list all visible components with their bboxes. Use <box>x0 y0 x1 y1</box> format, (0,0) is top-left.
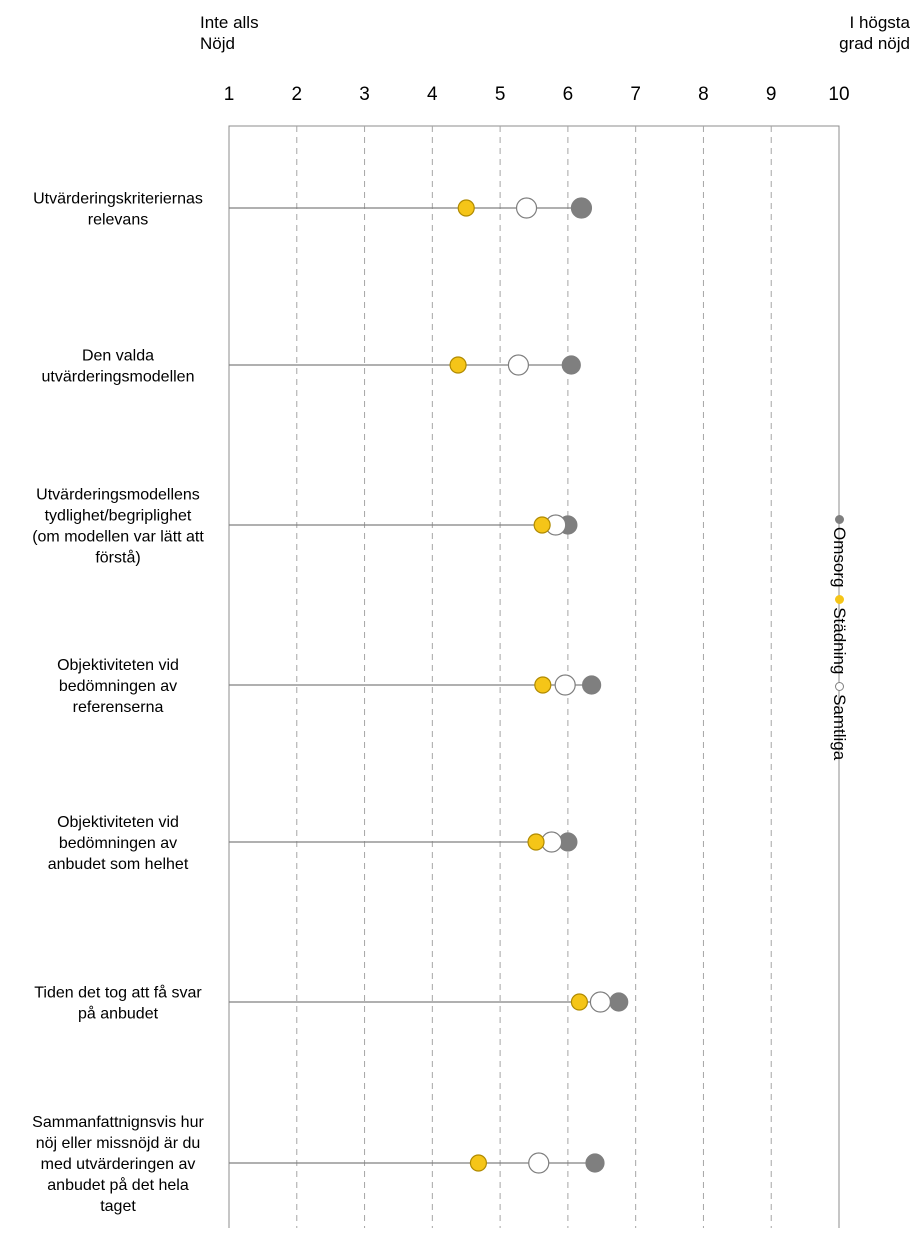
dot-samtliga-row-7 <box>528 1152 550 1174</box>
dot-samtliga-row-2 <box>507 354 530 376</box>
category-label-7: Sammanfattnignsvis hur nöj eller missnöjd… <box>32 1114 204 1215</box>
dot-samtliga-row-6 <box>589 991 612 1013</box>
x-tick-label-2: 2 <box>291 84 302 105</box>
dot-stadning-row-2 <box>449 356 467 374</box>
dot-stadning-row-1 <box>457 199 475 217</box>
x-tick-label-6: 6 <box>563 84 574 105</box>
scale-high-line2: grad nöjd <box>839 34 910 53</box>
scale-high-line1: I högsta <box>849 13 911 32</box>
category-label-6: Tiden det tog att få svar på anbudet <box>34 984 202 1023</box>
category-label-4: Objektiviteten vid bedömningen av referens… <box>57 657 179 716</box>
plot-frame <box>228 125 840 1228</box>
scale-low-label: Inte alls Nöjd <box>200 12 259 54</box>
x-tick-label-10: 10 <box>828 84 849 105</box>
x-tick-label-1: 1 <box>224 84 235 105</box>
dot-omsorg-row-4 <box>582 675 602 695</box>
x-tick-label-9: 9 <box>766 84 777 105</box>
dot-omsorg-row-2 <box>561 355 581 375</box>
legend-item-omsorg: Omsorg <box>830 512 850 587</box>
x-tick-label-3: 3 <box>359 84 370 105</box>
legend-swatch-omsorg <box>835 515 844 524</box>
dot-samtliga-row-1 <box>515 197 538 219</box>
x-tick-label-7: 7 <box>630 84 641 105</box>
legend-swatch-samtliga <box>835 682 844 692</box>
dot-omsorg-row-6 <box>609 992 629 1012</box>
legend-label-samtliga: Samtliga <box>830 694 850 761</box>
scale-low-line1: Inte alls <box>200 13 259 32</box>
legend-item-samtliga: Samtliga <box>830 679 850 760</box>
scale-low-line2: Nöjd <box>200 34 235 53</box>
x-tick-label-4: 4 <box>427 84 438 105</box>
category-label-5: Objektiviteten vid bedömningen av anbudet … <box>48 814 189 873</box>
category-label-3: Utvärderingsmodellens tydlighet/begriplig… <box>32 487 204 567</box>
x-tick-label-5: 5 <box>495 84 506 105</box>
dot-stadning-row-3 <box>533 516 551 534</box>
dot-omsorg-row-7 <box>585 1153 605 1173</box>
dot-omsorg-row-1 <box>570 197 593 219</box>
dot-stadning-row-5 <box>527 833 545 851</box>
x-tick-label-8: 8 <box>698 84 709 105</box>
dot-stadning-row-7 <box>469 1154 488 1172</box>
legend-item-stadning: Städning <box>830 592 850 674</box>
legend-label-stadning: Städning <box>830 607 850 675</box>
dot-samtliga-row-4 <box>554 674 576 696</box>
legend-swatch-stadning <box>835 595 844 605</box>
scale-high-label: I högsta grad nöjd <box>839 12 910 54</box>
category-label-2: Den valda utvärderingsmodellen <box>42 348 195 386</box>
dot-stadning-row-4 <box>534 676 552 694</box>
category-label-1: Utvärderingskriteriernas relevans <box>33 191 203 229</box>
legend-label-omsorg: Omsorg <box>830 527 850 588</box>
legend: Omsorg Städning Samtliga <box>830 512 851 760</box>
dot-stadning-row-6 <box>570 993 589 1011</box>
